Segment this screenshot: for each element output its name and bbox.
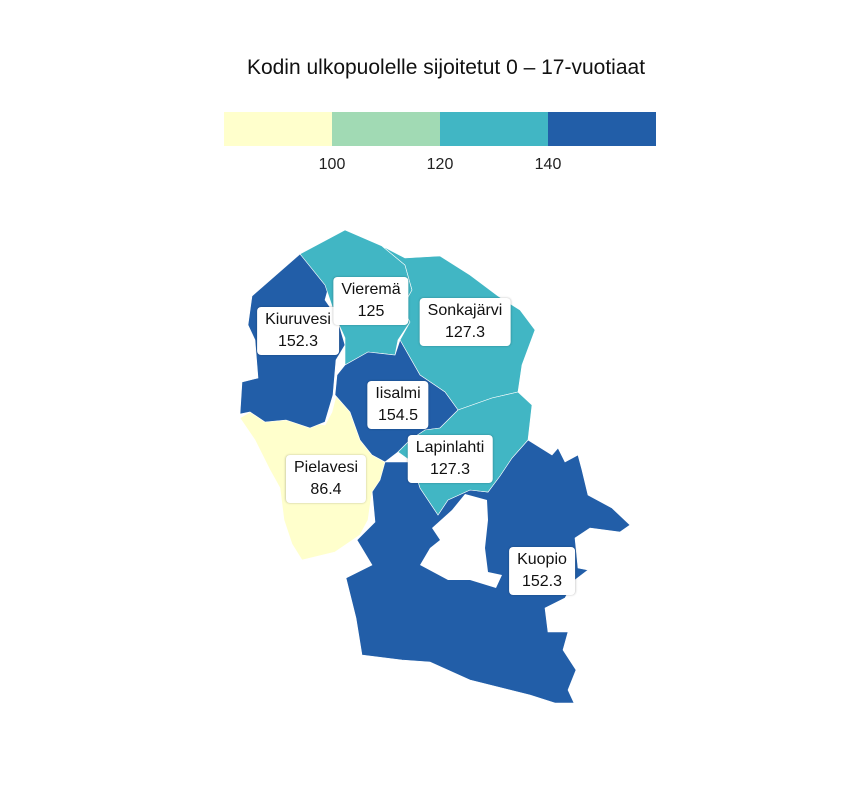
region-name: Kuopio	[517, 551, 567, 568]
legend-tick-140: 140	[534, 156, 562, 173]
region-label-kiuruvesi: Kiuruvesi 152.3	[257, 307, 339, 355]
region-name: Sonkajärvi	[427, 302, 503, 319]
region-value: 127.3	[444, 324, 486, 341]
lake	[420, 494, 502, 588]
region-label-vierema: Vieremä 125	[333, 277, 409, 325]
region-name: Vieremä	[341, 281, 401, 298]
region-name: Lapinlahti	[415, 439, 485, 456]
region-label-kuopio: Kuopio 152.3	[509, 547, 575, 595]
legend-swatch-2	[332, 112, 440, 146]
region-label-lapinlahti: Lapinlahti 127.3	[407, 435, 493, 483]
legend-tick-100: 100	[318, 156, 346, 173]
region-value: 154.5	[377, 407, 419, 424]
region-value: 127.3	[429, 461, 471, 478]
region-value: 125	[357, 303, 385, 320]
region-name: Kiuruvesi	[265, 311, 331, 328]
legend-tick-120: 120	[426, 156, 454, 173]
region-name: Iisalmi	[375, 385, 421, 402]
region-value: 86.4	[310, 481, 342, 498]
region-label-pielavesi: Pielavesi 86.4	[285, 455, 367, 503]
legend-swatch-4	[548, 112, 656, 146]
region-value: 152.3	[521, 573, 563, 590]
map-title: Kodin ulkopuolelle sijoitetut 0 – 17-vuo…	[246, 56, 646, 79]
color-legend: 100 120 140	[224, 112, 656, 173]
region-label-iisalmi: Iisalmi 154.5	[367, 381, 429, 429]
legend-swatch-3	[440, 112, 548, 146]
region-label-sonkajarvi: Sonkajärvi 127.3	[419, 298, 511, 346]
legend-swatch-1	[224, 112, 332, 146]
region-name: Pielavesi	[293, 459, 359, 476]
region-value: 152.3	[277, 333, 319, 350]
